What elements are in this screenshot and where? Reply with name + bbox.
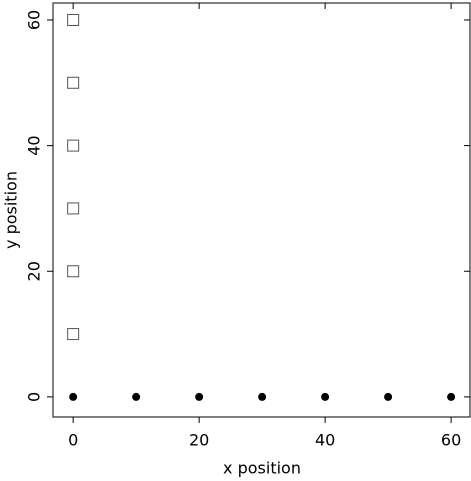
y-tick-label: 0 [25,392,44,402]
point [67,328,80,341]
x-tick-label: 0 [68,431,78,450]
x-tick-label: 60 [441,431,461,450]
x-tick-label: 40 [315,431,335,450]
point [67,202,80,215]
y-tick-label: 40 [25,135,44,155]
point [258,392,267,401]
x-tick-label: 20 [189,431,209,450]
point [195,392,204,401]
y-axis-title: y position [2,171,21,249]
point [132,392,141,401]
y-tick-label: 20 [25,261,44,281]
x-axis-title: x position [223,459,301,478]
point [67,13,80,26]
y-tick-label: 60 [25,10,44,30]
plot-frame [52,2,471,418]
point [67,76,80,89]
point [447,392,456,401]
point [67,265,80,278]
point [384,392,393,401]
point [67,139,80,152]
point [321,392,330,401]
point [69,392,78,401]
